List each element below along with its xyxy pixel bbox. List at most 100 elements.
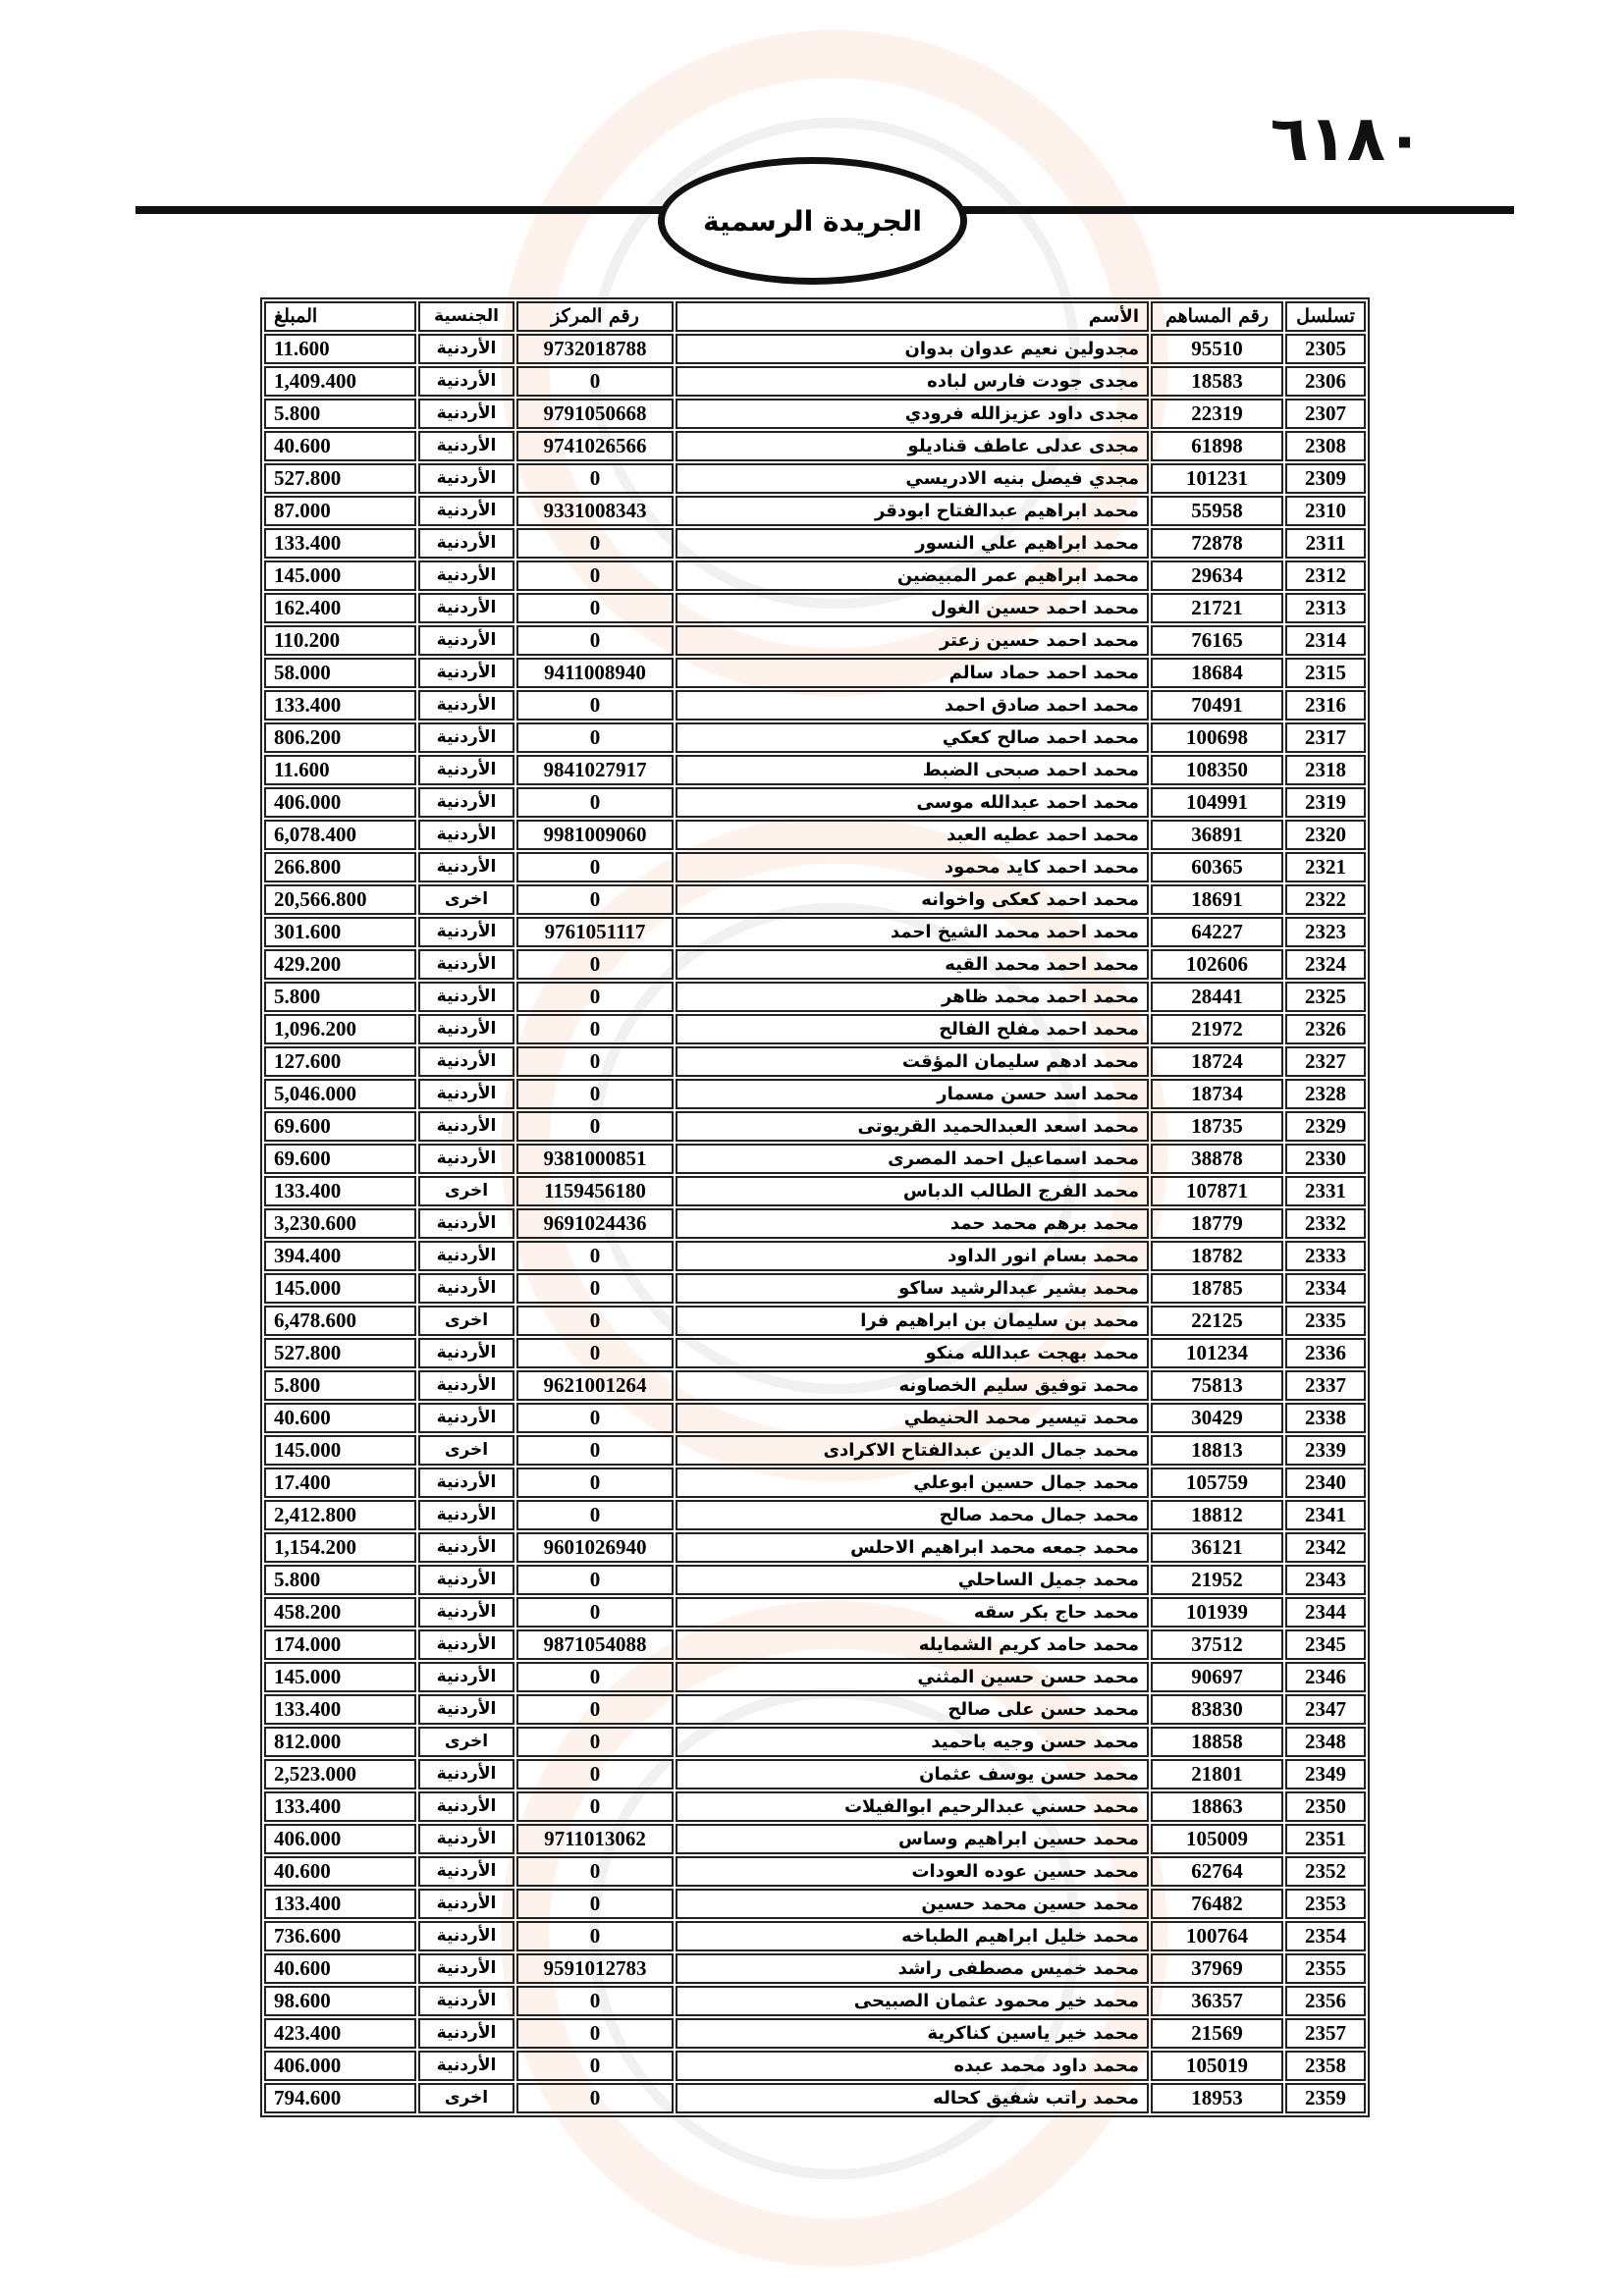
cell-shareholder-number: 101231	[1151, 463, 1283, 494]
table-row: 2349 21801 محمد حسن يوسف عثمان 0 الأردنية 2,5…	[264, 1759, 1366, 1789]
cell-center-number: 0	[516, 1889, 674, 1919]
cell-shareholder-number: 107871	[1151, 1176, 1283, 1206]
cell-nationality: الأردنية	[418, 1079, 514, 1109]
table-row: 2308 61898 مجدى عدلى عاطف قناديلو 974102656…	[264, 431, 1366, 461]
table-row: 2345 37512 محمد حامد كريم الشمايله 98710540…	[264, 1629, 1366, 1660]
cell-serial: 2344	[1285, 1597, 1366, 1628]
table-row: 2334 18785 محمد بشير عبدالرشيد ساكو 0 الأردن…	[264, 1273, 1366, 1304]
cell-amount: 87.000	[264, 496, 416, 526]
cell-center-number: 9761051117	[516, 917, 674, 947]
cell-shareholder-number: 38878	[1151, 1144, 1283, 1174]
cell-center-number: 0	[516, 1468, 674, 1498]
cell-name: محمد الفرج الطالب الدباس	[676, 1176, 1149, 1206]
cell-serial: 2355	[1285, 1953, 1366, 1984]
table-row: 2347 83830 محمد حسن على صالح 0 الأردنية 133.4…	[264, 1694, 1366, 1725]
cell-serial: 2342	[1285, 1532, 1366, 1563]
table-row: 2355 37969 محمد خميس مصطفى راشد 9591012783 ا…	[264, 1953, 1366, 1984]
cell-serial: 2322	[1285, 884, 1366, 915]
cell-center-number: 9621001264	[516, 1370, 674, 1401]
cell-serial: 2353	[1285, 1889, 1366, 1919]
cell-shareholder-number: 22319	[1151, 399, 1283, 429]
cell-shareholder-number: 18684	[1151, 658, 1283, 688]
cell-amount: 429.200	[264, 949, 416, 980]
cell-shareholder-number: 18782	[1151, 1241, 1283, 1271]
cell-center-number: 0	[516, 1921, 674, 1951]
table-row: 2321 60365 محمد احمد كايد محمود 0 الأردنية 26…	[264, 852, 1366, 882]
cell-serial: 2315	[1285, 658, 1366, 688]
cell-serial: 2347	[1285, 1694, 1366, 1725]
cell-amount: 806.200	[264, 722, 416, 753]
cell-center-number: 9711013062	[516, 1824, 674, 1854]
table-row: 2327 18724 محمد ادهم سليمان المؤقت 0 الأردني…	[264, 1046, 1366, 1077]
cell-name: محمد حسن وجيه باحميد	[676, 1727, 1149, 1757]
cell-name: محمد احمد كايد محمود	[676, 852, 1149, 882]
cell-shareholder-number: 21952	[1151, 1565, 1283, 1595]
cell-serial: 2341	[1285, 1500, 1366, 1530]
table-row: 2313 21721 محمد احمد حسين الغول 0 الأردنية 16…	[264, 593, 1366, 623]
cell-nationality: الأردنية	[418, 2051, 514, 2081]
cell-center-number: 0	[516, 1986, 674, 2016]
cell-shareholder-number: 100698	[1151, 722, 1283, 753]
cell-amount: 527.800	[264, 1338, 416, 1368]
cell-name: محمد جميل الساحلي	[676, 1565, 1149, 1595]
table-row: 2322 18691 محمد احمد كعكى واخوانه 0 اخرى 20,5…	[264, 884, 1366, 915]
table-row: 2325 28441 محمد احمد محمد ظاهر 0 الأردنية 5.8…	[264, 982, 1366, 1012]
cell-center-number: 0	[516, 949, 674, 980]
cell-amount: 145.000	[264, 561, 416, 591]
cell-shareholder-number: 37512	[1151, 1629, 1283, 1660]
cell-center-number: 0	[516, 1856, 674, 1887]
cell-center-number: 9981009060	[516, 820, 674, 850]
cell-amount: 98.600	[264, 1986, 416, 2016]
cell-amount: 40.600	[264, 431, 416, 461]
table-row: 2310 55958 محمد ابراهيم عبدالفتاح ابودقر 93…	[264, 496, 1366, 526]
cell-amount: 527.800	[264, 463, 416, 494]
cell-serial: 2345	[1285, 1629, 1366, 1660]
cell-amount: 174.000	[264, 1629, 416, 1660]
cell-amount: 5.800	[264, 399, 416, 429]
table-row: 2315 18684 محمد احمد حماد سالم 9411008940 ال…	[264, 658, 1366, 688]
cell-name: محمد تيسير محمد الحنيطي	[676, 1403, 1149, 1433]
table-row: 2337 75813 محمد توفيق سليم الخصاونه 9621001…	[264, 1370, 1366, 1401]
cell-center-number: 0	[516, 1273, 674, 1304]
cell-serial: 2352	[1285, 1856, 1366, 1887]
cell-nationality: الأردنية	[418, 1403, 514, 1433]
table-row: 2311 72878 محمد ابراهيم علي النسور 0 الأردني…	[264, 528, 1366, 559]
cell-center-number: 0	[516, 884, 674, 915]
cell-center-number: 0	[516, 2083, 674, 2113]
cell-amount: 301.600	[264, 917, 416, 947]
table-row: 2318 108350 محمد احمد صبحى الضبط 9841027917…	[264, 755, 1366, 785]
cell-name: مجدى عدلى عاطف قناديلو	[676, 431, 1149, 461]
cell-serial: 2350	[1285, 1791, 1366, 1822]
cell-shareholder-number: 60365	[1151, 852, 1283, 882]
cell-amount: 110.200	[264, 625, 416, 656]
cell-amount: 5.800	[264, 1565, 416, 1595]
cell-shareholder-number: 18863	[1151, 1791, 1283, 1822]
cell-center-number: 0	[516, 690, 674, 721]
cell-amount: 133.400	[264, 690, 416, 721]
table-row: 2346 90697 محمد حسن حسين المثني 0 الأردنية 14…	[264, 1662, 1366, 1692]
cell-nationality: الأردنية	[418, 1953, 514, 1984]
cell-shareholder-number: 36357	[1151, 1986, 1283, 2016]
cell-serial: 2332	[1285, 1208, 1366, 1239]
cell-amount: 11.600	[264, 755, 416, 785]
cell-nationality: الأردنية	[418, 949, 514, 980]
cell-serial: 2337	[1285, 1370, 1366, 1401]
table-row: 2312 29634 محمد ابراهيم عمر المبيضين 0 الأرد…	[264, 561, 1366, 591]
table-row: 2333 18782 محمد بسام انور الداود 0 الأردنية 3…	[264, 1241, 1366, 1271]
cell-name: محمد احمد محمد الشيخ احمد	[676, 917, 1149, 947]
cell-nationality: الأردنية	[418, 1824, 514, 1854]
cell-nationality: الأردنية	[418, 1111, 514, 1142]
cell-center-number: 9841027917	[516, 755, 674, 785]
cell-name: محمد احمد صادق احمد	[676, 690, 1149, 721]
cell-nationality: اخرى	[418, 1727, 514, 1757]
table-header-row: تسلسل رقم المساهم الأسم رقم المركز الجنسية ال…	[264, 301, 1366, 332]
table-row: 2326 21972 محمد احمد مفلح الفالح 0 الأردنية 1…	[264, 1014, 1366, 1044]
cell-amount: 40.600	[264, 1403, 416, 1433]
cell-name: محمد حسين عوده العودات	[676, 1856, 1149, 1887]
cell-amount: 145.000	[264, 1273, 416, 1304]
cell-nationality: الأردنية	[418, 1565, 514, 1595]
cell-nationality: الأردنية	[418, 431, 514, 461]
cell-name: محمد احمد عطيه العبد	[676, 820, 1149, 850]
cell-amount: 17.400	[264, 1468, 416, 1498]
cell-serial: 2310	[1285, 496, 1366, 526]
